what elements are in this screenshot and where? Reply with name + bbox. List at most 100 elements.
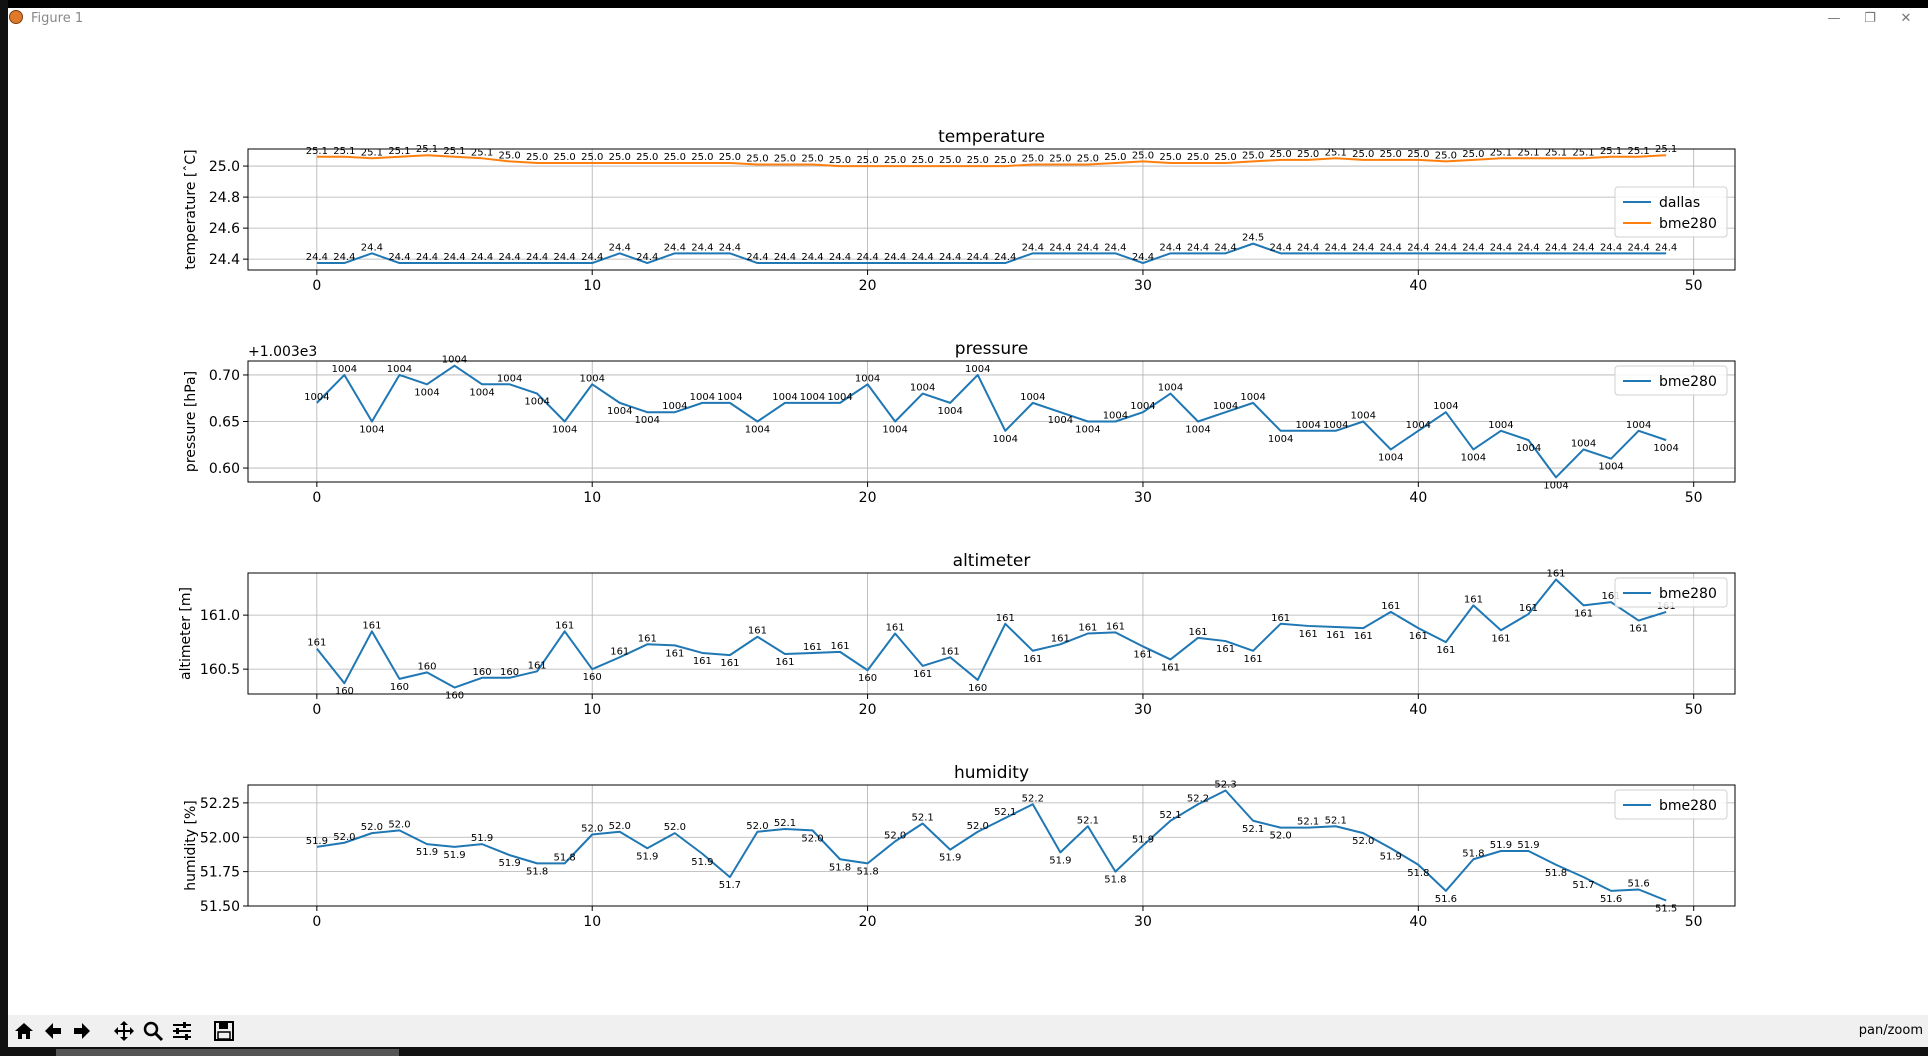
- y-tick-label: 24.8: [209, 190, 240, 206]
- data-label: 160: [390, 682, 409, 693]
- legend-label-bme280: bme280: [1659, 216, 1717, 232]
- data-label: 25.1: [1517, 147, 1539, 158]
- data-label: 1004: [1213, 401, 1238, 412]
- data-label: 161: [1326, 630, 1345, 641]
- data-label: 24.4: [1352, 242, 1374, 253]
- subplot-title: humidity: [954, 763, 1029, 783]
- x-tick-label: 0: [312, 278, 321, 294]
- data-label: 51.5: [1655, 904, 1677, 915]
- data-label: 161: [610, 646, 629, 657]
- data-label: 161: [693, 656, 712, 667]
- data-label: 24.4: [1049, 242, 1071, 253]
- data-label: 51.8: [1104, 875, 1126, 886]
- back-arrow-icon[interactable]: [40, 1018, 66, 1044]
- data-label: 24.4: [1270, 242, 1292, 253]
- zoom-magnifier-icon[interactable]: [140, 1018, 166, 1044]
- data-label: 160: [473, 667, 492, 678]
- pan-move-icon[interactable]: [111, 1018, 137, 1044]
- data-label: 161: [1409, 631, 1428, 642]
- x-tick-label: 30: [1134, 702, 1152, 718]
- x-tick-label: 20: [859, 490, 877, 506]
- y-tick-label: 25.0: [209, 159, 240, 175]
- data-label: 24.4: [1435, 242, 1457, 253]
- data-label: 25.0: [1214, 152, 1236, 163]
- taskbar-tab: [56, 1049, 399, 1056]
- data-label: 1004: [1158, 383, 1183, 394]
- data-label: 24.4: [1600, 242, 1622, 253]
- data-label: 52.1: [1159, 810, 1181, 821]
- data-label: 52.0: [609, 821, 631, 832]
- configure-subplots-icon[interactable]: [169, 1018, 195, 1044]
- data-label: 51.8: [829, 862, 851, 873]
- data-label: 161: [996, 613, 1015, 624]
- data-label: 24.4: [1132, 252, 1154, 263]
- data-label: 51.9: [939, 853, 961, 864]
- data-label: 24.4: [609, 242, 631, 253]
- y-tick-label: 52.00: [200, 830, 240, 846]
- data-label: 1004: [937, 406, 962, 417]
- data-label: 24.4: [1490, 242, 1512, 253]
- data-label: 24.4: [636, 252, 658, 263]
- data-label: 161: [748, 626, 767, 637]
- subplot-title: altimeter: [953, 551, 1031, 571]
- save-disk-icon[interactable]: [211, 1018, 237, 1044]
- data-label: 1004: [965, 364, 990, 375]
- data-label: 1004: [1406, 420, 1431, 431]
- data-label: 52.1: [912, 813, 934, 824]
- data-label: 51.9: [443, 850, 465, 861]
- legend-label-dallas: dallas: [1659, 195, 1700, 211]
- data-label: 161: [941, 646, 960, 657]
- data-label: 25.0: [746, 154, 768, 165]
- data-label: 1004: [1543, 480, 1568, 491]
- data-label: 25.0: [829, 155, 851, 166]
- data-label: 51.9: [636, 851, 658, 862]
- restore-icon[interactable]: ❐: [1864, 11, 1876, 26]
- data-label: 25.1: [1572, 147, 1594, 158]
- x-tick-label: 40: [1409, 490, 1427, 506]
- data-label: 25.1: [306, 146, 328, 157]
- data-label: 161: [1574, 608, 1593, 619]
- data-label: 24.4: [1462, 242, 1484, 253]
- figure-canvas[interactable]: 24.4 24.4 24.4 24.4 24.4 24.4 24.4 24.4 24.4 24.4…: [8, 30, 1928, 1015]
- x-tick-label: 10: [583, 490, 601, 506]
- x-tick-label: 10: [583, 278, 601, 294]
- data-label: 25.0: [1049, 154, 1071, 165]
- data-label: 24.4: [554, 252, 576, 263]
- data-label: 25.0: [719, 152, 741, 163]
- data-label: 161: [1051, 633, 1070, 644]
- legend-label-bme280: bme280: [1659, 374, 1717, 390]
- data-label: 24.4: [1187, 242, 1209, 253]
- data-label: 160: [445, 691, 464, 702]
- axis-offset-text: +1.003e3: [248, 344, 317, 360]
- forward-arrow-icon[interactable]: [69, 1018, 95, 1044]
- data-label: 1004: [497, 373, 522, 384]
- taskbar: [0, 1047, 1928, 1056]
- data-label: 52.2: [1022, 793, 1044, 804]
- data-label: 161: [830, 641, 849, 652]
- subplot-humidity: 51.9 52.0 52.0 52.0 51.9 51.9 51.9 51.9 51.8 51.8…: [183, 763, 1736, 930]
- home-icon[interactable]: [11, 1018, 37, 1044]
- data-label: 25.1: [443, 146, 465, 157]
- data-label: 52.0: [1270, 831, 1292, 842]
- data-label: 24.4: [829, 252, 851, 263]
- series-line-bme280: [316, 154, 1667, 168]
- data-label: 160: [583, 672, 602, 683]
- window-titlebar[interactable]: Figure 1 — ❐ ✕: [8, 8, 1928, 30]
- data-label: 1004: [745, 425, 770, 436]
- data-label: 52.1: [994, 807, 1016, 818]
- data-label: 24.4: [719, 242, 741, 253]
- data-label: 24.4: [526, 252, 548, 263]
- screen-left-edge: [0, 0, 8, 1056]
- close-icon[interactable]: ✕: [1900, 11, 1912, 26]
- data-label: 52.2: [1187, 793, 1209, 804]
- data-label: 24.4: [664, 242, 686, 253]
- data-label: 51.9: [691, 857, 713, 868]
- data-label: 25.0: [609, 152, 631, 163]
- data-label: 1004: [882, 425, 907, 436]
- data-label: 24.4: [1655, 242, 1677, 253]
- data-label: 25.1: [361, 147, 383, 158]
- minimize-icon[interactable]: —: [1827, 11, 1841, 26]
- legend: bme280: [1614, 789, 1728, 820]
- data-label: 1004: [1323, 420, 1348, 431]
- legend-box: [1614, 365, 1728, 396]
